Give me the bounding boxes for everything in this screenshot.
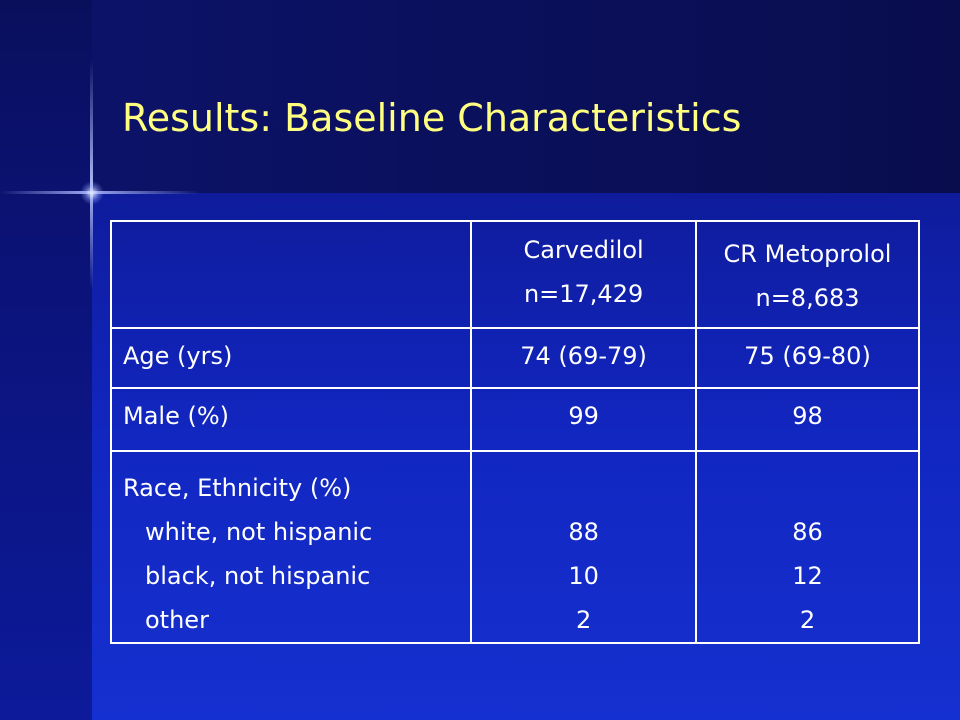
race-metoprolol-black: 12 xyxy=(792,562,823,590)
race-metoprolol-white: 86 xyxy=(792,518,823,546)
table-row: Race, Ethnicity (%) white, not hispanic … xyxy=(109,450,920,644)
race-label-block: Race, Ethnicity (%) white, not hispanic … xyxy=(123,452,470,642)
age-carvedilol-value: 74 (69-79) xyxy=(520,342,647,370)
race-sub-label-black: black, not hispanic xyxy=(145,562,371,590)
baseline-characteristics-table: Carvedilol n=17,429 CR Metoprolol n=8,68… xyxy=(109,220,920,644)
race-metoprolol-values: 86 12 2 xyxy=(697,452,918,642)
header-carvedilol-n: n=17,429 xyxy=(523,280,644,308)
race-sub-label-white: white, not hispanic xyxy=(145,518,373,546)
left-decorative-panel xyxy=(0,0,92,720)
row-label-race: Race, Ethnicity (%) xyxy=(123,474,352,502)
header-empty-cell xyxy=(109,220,473,329)
table-row: Age (yrs) 74 (69-79) 75 (69-80) xyxy=(109,327,920,389)
slide-title: Results: Baseline Characteristics xyxy=(122,96,742,140)
sparkle-center-icon xyxy=(80,181,104,205)
row-label-male: Male (%) xyxy=(123,402,230,430)
race-carvedilol-black: 10 xyxy=(568,562,599,590)
table-header-row: Carvedilol n=17,429 CR Metoprolol n=8,68… xyxy=(109,220,920,329)
row-label-age: Age (yrs) xyxy=(123,342,233,370)
race-carvedilol-values: 88 10 2 xyxy=(472,452,695,642)
header-metoprolol-n: n=8,683 xyxy=(755,284,860,312)
race-sub-label-other: other xyxy=(145,606,209,634)
header-metoprolol: CR Metoprolol n=8,683 xyxy=(695,220,920,329)
sparkle-vertical xyxy=(90,60,93,290)
table-row: Male (%) 99 98 xyxy=(109,387,920,452)
header-carvedilol: Carvedilol n=17,429 xyxy=(470,220,697,329)
age-metoprolol-value: 75 (69-80) xyxy=(744,342,871,370)
male-metoprolol-value: 98 xyxy=(792,402,823,430)
header-carvedilol-name: Carvedilol xyxy=(523,236,644,264)
race-carvedilol-white: 88 xyxy=(568,518,599,546)
race-metoprolol-other: 2 xyxy=(799,606,816,634)
header-metoprolol-name: CR Metoprolol xyxy=(723,240,892,268)
top-decorative-panel xyxy=(92,0,960,193)
race-carvedilol-other: 2 xyxy=(575,606,592,634)
male-carvedilol-value: 99 xyxy=(568,402,599,430)
